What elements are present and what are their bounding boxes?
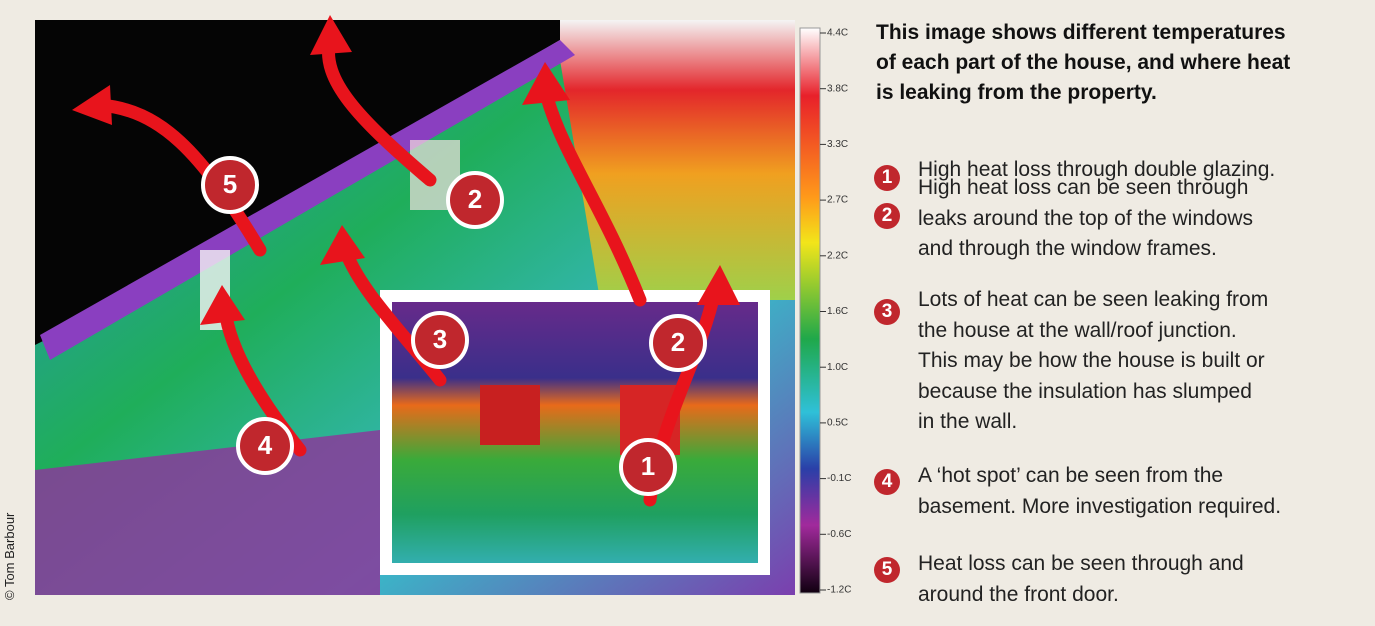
arrow — [538, 83, 647, 307]
arrow-heads — [72, 15, 740, 325]
marker-number: 5 — [223, 169, 237, 199]
scale-label: -0.6C — [827, 529, 851, 540]
item-line: in the wall. — [918, 410, 1018, 433]
arrow — [93, 98, 267, 257]
item-line: This may be how the house is built or — [918, 349, 1265, 372]
color-scale — [799, 27, 821, 594]
arrow-head — [310, 15, 352, 55]
scale-label: 2.2C — [827, 250, 848, 261]
item-line: Heat loss can be seen through and — [918, 552, 1244, 575]
scale-label: 0.5C — [827, 418, 848, 429]
item-line: basement. More investigation required. — [918, 494, 1282, 518]
arrow-head — [522, 62, 570, 105]
item-line: because the insulation has slumped — [918, 379, 1252, 403]
roof-edge — [40, 40, 575, 360]
item-badge: 4 — [874, 469, 900, 495]
scale-label: -0.1C — [827, 473, 851, 484]
item-badge: 1 — [874, 165, 900, 191]
scale-label: 3.8C — [827, 83, 848, 94]
marker-badge — [619, 438, 677, 496]
credit: © Tom Barbour — [2, 512, 17, 600]
item-badge: 5 — [874, 557, 900, 583]
scale-label: 1.0C — [827, 362, 848, 373]
marker-number: 1 — [641, 451, 655, 481]
marker-number: 4 — [258, 430, 273, 460]
item-line: leaks around the top of the windows — [918, 206, 1254, 230]
arrow-head — [72, 85, 112, 125]
scale-label: -1.2C — [827, 585, 851, 596]
window — [480, 385, 540, 445]
intro-line: This image shows different temperatures — [876, 21, 1286, 44]
intro-line: is leaking from the property. — [876, 81, 1157, 104]
arrow-head — [320, 225, 365, 265]
item-badge: 2 — [874, 203, 900, 229]
marker-badge — [649, 314, 707, 372]
item-line: the house at the wall/roof junction. — [918, 318, 1237, 342]
arrow-head — [697, 265, 740, 305]
item-line: A ‘hot spot’ can be seen from the — [918, 464, 1224, 487]
basement — [35, 430, 380, 595]
item-line: High heat loss can be seen through — [918, 176, 1249, 199]
scale-label: 4.4C — [827, 28, 848, 39]
item-badge: 3 — [874, 299, 900, 325]
marker-number: 2 — [468, 184, 482, 214]
marker-badge — [236, 417, 294, 475]
marker-number: 2 — [671, 327, 685, 357]
marker-number: 3 — [433, 324, 447, 354]
arrow-head — [200, 285, 245, 325]
item-line: and through the window frames. — [918, 237, 1217, 260]
item-line: Lots of heat can be seen leaking from — [918, 288, 1269, 311]
scale-label: 1.6C — [827, 306, 848, 317]
marker-badge — [411, 311, 469, 369]
scale-label: 2.7C — [827, 195, 848, 206]
item-line: around the front door. — [918, 582, 1119, 606]
scale-label: 3.3C — [827, 139, 848, 150]
item-line: High heat loss through double glazing. — [918, 158, 1276, 181]
intro-line: of each part of the house, and where hea… — [876, 51, 1291, 74]
marker-badge — [446, 171, 504, 229]
arrow — [322, 33, 437, 187]
marker-badge — [201, 156, 259, 214]
